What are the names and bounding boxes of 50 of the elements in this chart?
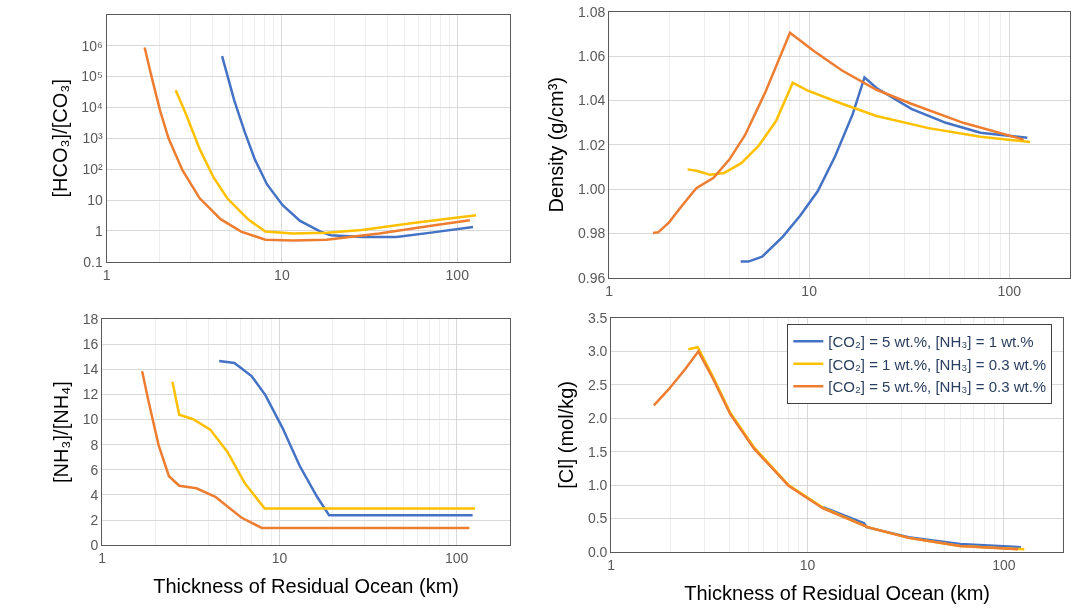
y-tick-label: 10⁵ bbox=[81, 68, 103, 85]
y-tick-label: 1.02 bbox=[577, 136, 606, 153]
y-axis-title: [Cl] (mol/kg) bbox=[555, 381, 578, 489]
y-tick-label: 3.5 bbox=[587, 309, 608, 326]
legend-label: [CO₂] = 1 wt.%, [NH₃] = 0.3 wt.% bbox=[828, 355, 1047, 373]
y-tick-label: 2.0 bbox=[587, 410, 608, 427]
y-tick-label: 1.5 bbox=[587, 443, 608, 460]
y-tick-label: 10² bbox=[82, 161, 104, 178]
y-tick-label: 0.96 bbox=[577, 269, 606, 286]
x-tick-label: 100 bbox=[444, 549, 469, 566]
y-tick-label: 4 bbox=[90, 486, 99, 503]
x-axis-title: Thickness of Residual Ocean (km) bbox=[153, 575, 459, 598]
y-tick-label: 1.0 bbox=[587, 476, 608, 493]
y-tick-label: 10⁶ bbox=[81, 37, 103, 54]
x-tick-label: 10 bbox=[799, 556, 816, 573]
y-tick-label: 10⁴ bbox=[81, 99, 103, 116]
x-tick-label: 100 bbox=[997, 282, 1022, 299]
y-tick-label: 1.04 bbox=[577, 92, 606, 109]
y-axis-title: [NH₃]/[NH₄] bbox=[50, 381, 73, 484]
y-tick-label: 18 bbox=[82, 310, 99, 327]
y-tick-label: 1.06 bbox=[577, 47, 606, 64]
y-tick-label: 0.1 bbox=[83, 253, 103, 270]
y-tick-label: 8 bbox=[90, 436, 99, 453]
x-tick-label: 100 bbox=[992, 556, 1016, 573]
x-axis-title: Thickness of Residual Ocean (km) bbox=[684, 582, 990, 605]
legend-label: [CO₂] = 5 wt.%, [NH₃] = 0.3 wt.% bbox=[828, 378, 1047, 396]
y-tick-label: 1.00 bbox=[577, 181, 606, 198]
y-tick-label: 0 bbox=[90, 537, 99, 554]
y-tick-label: 2 bbox=[90, 511, 99, 528]
y-tick-label: 6 bbox=[90, 461, 99, 478]
y-tick-label: 1.08 bbox=[577, 3, 606, 20]
y-tick-label: 2.5 bbox=[587, 376, 608, 393]
y-tick-label: 10 bbox=[87, 191, 103, 208]
y-axis-title: [HCO₃]/[CO₃] bbox=[48, 79, 71, 198]
y-axis-title: Density (g/cm³) bbox=[545, 76, 568, 213]
y-tick-label: 12 bbox=[82, 386, 99, 403]
x-tick-label: 10 bbox=[274, 266, 290, 283]
x-tick-label: 100 bbox=[445, 266, 470, 283]
x-tick-label: 10 bbox=[801, 282, 818, 299]
y-tick-label: 10 bbox=[82, 411, 99, 428]
y-tick-label: 0.0 bbox=[587, 543, 608, 560]
y-tick-label: 0.98 bbox=[577, 225, 606, 242]
y-tick-label: 10³ bbox=[82, 130, 104, 147]
y-tick-label: 14 bbox=[82, 361, 99, 378]
y-tick-label: 1 bbox=[94, 222, 103, 239]
y-tick-label: 3.0 bbox=[587, 343, 608, 360]
y-tick-label: 16 bbox=[82, 336, 99, 353]
legend-label: [CO₂] = 5 wt.%, [NH₃] = 1 wt.% bbox=[828, 333, 1034, 351]
x-tick-label: 10 bbox=[271, 549, 288, 566]
y-tick-label: 0.5 bbox=[587, 510, 608, 527]
